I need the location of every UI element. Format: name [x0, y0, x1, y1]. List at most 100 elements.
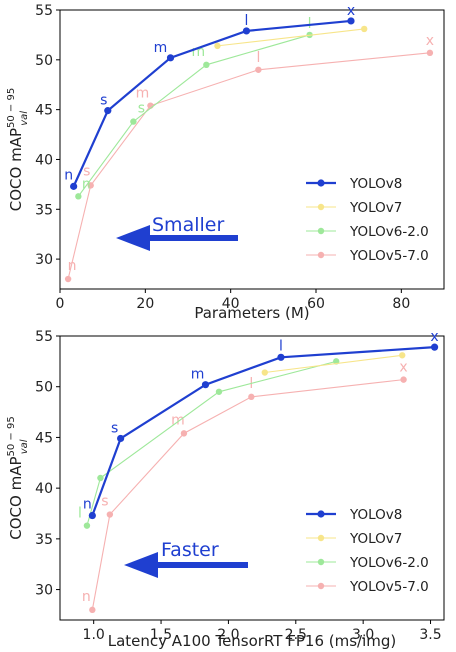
y-axis-label: COCO mAP50 − 95 val [6, 88, 30, 211]
data-point [64, 275, 72, 283]
data-point [400, 376, 407, 383]
x-axis-label: Parameters (M) [194, 304, 309, 322]
y-axis-label-main: COCO mAP [7, 128, 25, 211]
legend-marker [317, 582, 325, 590]
point-label: x [399, 360, 407, 376]
data-point [261, 369, 268, 376]
point-label: m [154, 40, 168, 56]
series-line-yolov5-7.0 [67, 52, 430, 280]
x-tick-label: 0 [56, 296, 65, 312]
y-tick-label: 40 [35, 152, 53, 168]
x-tick-label: 20 [136, 296, 154, 312]
chart-panel-2: 1.0 1.5 2.0 2.5 3.0 3.5 30 35 40 45 50 55 Latency A1… [6, 329, 445, 650]
data-point [83, 522, 91, 529]
data-point [361, 25, 368, 33]
data-point [166, 54, 175, 62]
y-tick-label: 45 [35, 430, 53, 446]
legend-marker [317, 203, 325, 211]
x-axis-label: Latency A100 TensorRT FP16 (ms/img) [108, 632, 397, 650]
data-point [97, 474, 104, 482]
legend-marker [317, 251, 325, 259]
point-label: n [82, 589, 91, 605]
data-point [201, 381, 210, 389]
point-label: n [64, 167, 73, 183]
plot-frame [59, 335, 445, 621]
legend-entry: YOLOv8 [349, 507, 402, 523]
point-label: m [171, 412, 185, 428]
y-tick-label: 30 [35, 252, 53, 268]
y-tick-label: 50 [35, 380, 53, 396]
x-tick-label: 3.5 [419, 627, 441, 643]
point-label: n [82, 176, 91, 192]
plot-frame [59, 9, 445, 290]
series-line-yolov8 [72, 19, 352, 187]
data-point [88, 511, 96, 520]
x-tick-label: 3.0 [352, 627, 374, 643]
annotation-arrow-head [124, 552, 158, 578]
legend-marker [317, 534, 325, 542]
y-tick-label: 50 [35, 53, 53, 69]
annotation-arrow-head [116, 225, 150, 251]
x-tick-label: 1.0 [83, 627, 105, 643]
data-point [399, 352, 406, 359]
point-label: l [256, 50, 260, 66]
data-point [426, 49, 434, 57]
point-label: n [68, 258, 77, 274]
data-point [242, 27, 251, 35]
data-point [180, 430, 188, 437]
x-tick-label: 2.0 [217, 627, 239, 643]
point-label: s [100, 93, 107, 109]
y-tick-label: 55 [35, 329, 53, 345]
data-point [255, 66, 262, 73]
series-line-yolov7 [217, 28, 365, 47]
data-point [277, 353, 285, 361]
x-tick-label: 80 [392, 296, 410, 312]
point-label: l [279, 338, 283, 354]
y-tick-label: 45 [35, 103, 53, 119]
point-label: s [138, 101, 145, 117]
y-axis-label: COCO mAP50 − 95 val [6, 416, 30, 539]
legend-entry: YOLOv5-7.0 [349, 248, 429, 264]
y-tick-label: 35 [35, 532, 53, 548]
x-tick-label: 40 [222, 296, 240, 312]
data-point [347, 17, 355, 25]
data-point [104, 107, 112, 115]
y-tick-label: 30 [35, 583, 53, 599]
point-label: l [78, 506, 82, 522]
series-line-yolov5-7.0 [91, 379, 404, 610]
legend-marker [317, 179, 325, 187]
data-point [117, 434, 125, 443]
data-point [248, 393, 255, 401]
point-label: m [191, 367, 205, 383]
point-label: x [430, 329, 438, 345]
y-tick-label: 40 [35, 481, 53, 497]
data-point [106, 511, 114, 518]
point-label: n [83, 497, 92, 513]
point-label: s [83, 163, 90, 179]
chart-panel-1: 0 20 40 60 80 30 35 40 45 50 55 Parameters (M) COCO … [6, 3, 445, 322]
y-axis-label-main: COCO mAP [7, 456, 25, 539]
legend-entry: YOLOv7 [349, 200, 402, 216]
data-point [87, 182, 94, 189]
series-line-yolov7 [264, 354, 403, 374]
point-label: s [101, 494, 108, 510]
y-axis-label-sub: val [19, 439, 30, 454]
legend-entry: YOLOv6-2.0 [349, 224, 429, 240]
legend-entry: YOLOv5-7.0 [349, 579, 429, 595]
data-point [203, 61, 210, 69]
y-axis-label-sup: 50 − 95 [6, 416, 17, 456]
point-label: l [245, 13, 249, 29]
series-line-yolov6-2.0 [86, 360, 337, 526]
x-tick-label: 1.5 [150, 627, 172, 643]
x-tick-label: 60 [307, 296, 325, 312]
legend-entry: YOLOv7 [349, 531, 402, 547]
data-point [130, 118, 137, 125]
y-tick-label: 35 [35, 202, 53, 218]
annotation-text: Smaller [152, 214, 224, 236]
legend-marker [317, 558, 325, 566]
data-point [70, 182, 78, 190]
x-tick-label: 2.5 [285, 627, 307, 643]
legend-entry: YOLOv8 [349, 176, 402, 192]
y-axis-label-sup: 50 − 95 [6, 88, 17, 128]
